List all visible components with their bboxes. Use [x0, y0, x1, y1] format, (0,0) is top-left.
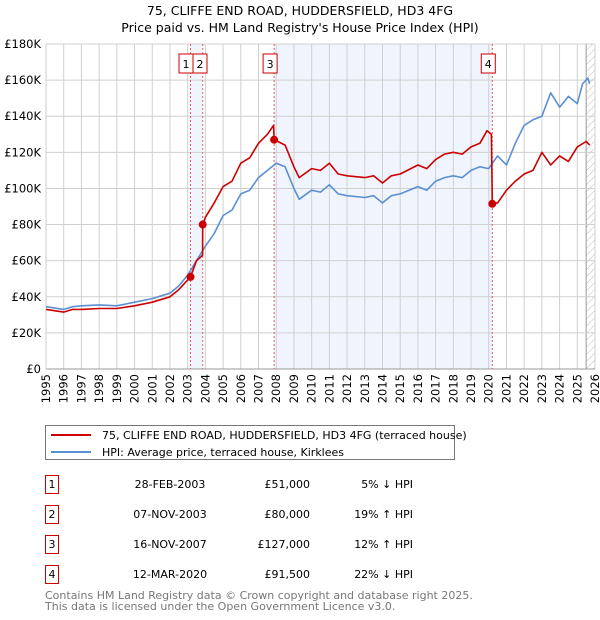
sale-point — [198, 220, 207, 229]
footer-copyright: Contains HM Land Registry data © Crown c… — [45, 589, 473, 602]
x-tick-label: 2013 — [358, 374, 372, 403]
shaded-period — [190, 44, 203, 369]
price-chart: 1995 1996 1997 1998 1999 2000 2001 2002 2003 2004… — [4, 37, 600, 403]
transaction-number: 1 — [45, 475, 59, 494]
x-tick-label: 2017 — [429, 374, 443, 403]
x-tick-label: 2010 — [305, 374, 319, 403]
x-tick-label: 2005 — [216, 374, 230, 403]
transaction-row: 2 07-NOV-2003 £80,000 19% ↑ HPI — [45, 505, 465, 525]
transaction-row: 4 12-MAR-2020 £91,500 22% ↓ HPI — [45, 565, 465, 585]
y-tick-label: £160K — [4, 73, 41, 87]
x-tick-label: 2022 — [517, 374, 531, 403]
transaction-price: £80,000 — [264, 508, 311, 521]
y-tick-label: £140K — [4, 109, 41, 123]
x-tick-label: 1999 — [110, 374, 124, 403]
transaction-date: 28-FEB-2003 — [134, 478, 206, 491]
x-tick-label: 1997 — [74, 374, 88, 403]
chart-subtitle: Price paid vs. HM Land Registry's House … — [121, 20, 479, 35]
legend-item-hpi: HPI: Average price, terraced house, Kirk… — [51, 444, 344, 460]
hpi-line — [45, 77, 591, 311]
x-tick-label: 2016 — [411, 374, 425, 403]
legend: 75, CLIFFE END ROAD, HUDDERSFIELD, HD3 4… — [45, 425, 467, 460]
x-tick-label: 2011 — [322, 374, 336, 403]
sale-point — [186, 272, 195, 281]
x-tick-label: 2015 — [393, 374, 407, 403]
transaction-row: 1 28-FEB-2003 £51,000 5% ↓ HPI — [45, 475, 465, 495]
sale-point — [270, 135, 279, 144]
transaction-date: 12-MAR-2020 — [132, 568, 208, 581]
y-tick-label: £100K — [4, 181, 41, 195]
transaction-date: 07-NOV-2003 — [133, 508, 207, 521]
sale-label-box — [480, 53, 496, 74]
legend-swatch-hpi — [51, 451, 91, 453]
x-tick-label: 2023 — [535, 374, 549, 403]
footer: Contains HM Land Registry data © Crown c… — [45, 590, 473, 612]
transaction-row: 3 16-NOV-2007 £127,000 12% ↑ HPI — [45, 535, 465, 555]
y-tick-label: £180K — [4, 37, 41, 51]
shaded-period — [274, 44, 493, 369]
x-tick-label: 2014 — [375, 374, 389, 403]
x-tick-label: 1995 — [39, 374, 53, 403]
sale-label: 4 — [485, 58, 492, 71]
x-tick-label: 2024 — [553, 374, 567, 403]
transaction-number: 4 — [45, 565, 59, 584]
legend-swatch-property — [51, 434, 91, 436]
x-tick-label: 2025 — [570, 374, 584, 403]
sale-label-box — [192, 53, 208, 74]
y-tick-label: £20K — [12, 326, 42, 340]
sale-point — [488, 199, 497, 208]
legend-label-hpi: HPI: Average price, terraced house, Kirk… — [102, 445, 345, 459]
transaction-number: 3 — [45, 535, 59, 554]
x-tick-label: 2009 — [287, 374, 301, 403]
legend-label-property: 75, CLIFFE END ROAD, HUDDERSFIELD, HD3 4… — [102, 428, 467, 442]
x-tick-label: 2021 — [499, 374, 513, 403]
x-tick-label: 2012 — [340, 374, 354, 403]
x-tick-label: 2003 — [181, 374, 195, 403]
sale-label-box — [262, 53, 278, 74]
transaction-hpi-diff: 5% ↓ HPI — [361, 478, 413, 491]
chart-title: 75, CLIFFE END ROAD, HUDDERSFIELD, HD3 4… — [146, 3, 454, 18]
x-tick-label: 2019 — [464, 374, 478, 403]
transaction-hpi-diff: 12% ↑ HPI — [354, 538, 413, 551]
transaction-date: 16-NOV-2007 — [133, 538, 207, 551]
x-tick-label: 2001 — [145, 374, 159, 403]
sale-label: 3 — [267, 58, 274, 71]
x-tick-label: 2004 — [198, 374, 212, 403]
legend-item-property: 75, CLIFFE END ROAD, HUDDERSFIELD, HD3 4… — [51, 427, 467, 443]
transaction-price: £127,000 — [257, 538, 311, 551]
y-tick-label: £60K — [12, 254, 42, 268]
x-tick-label: 2000 — [128, 374, 142, 403]
x-tick-label: 2026 — [588, 374, 600, 403]
y-tick-label: £120K — [4, 145, 41, 159]
x-tick-label: 2002 — [163, 374, 177, 403]
y-tick-label: £0 — [26, 362, 41, 376]
sale-label: 2 — [197, 58, 204, 71]
x-tick-label: 1996 — [57, 374, 71, 403]
x-tick-label: 2020 — [482, 374, 496, 403]
x-tick-label: 2007 — [252, 374, 266, 403]
transaction-price: £51,000 — [264, 478, 311, 491]
x-tick-label: 2008 — [269, 374, 283, 403]
x-tick-label: 2006 — [234, 374, 248, 403]
x-tick-label: 2018 — [446, 374, 460, 403]
transaction-price: £91,500 — [264, 568, 311, 581]
y-tick-label: £40K — [12, 290, 42, 304]
x-tick-label: 1998 — [92, 374, 106, 403]
transaction-number: 2 — [45, 505, 59, 524]
transaction-hpi-diff: 22% ↓ HPI — [354, 568, 413, 581]
footer-licence: This data is licensed under the Open Gov… — [45, 600, 396, 613]
forecast-hatch — [586, 44, 595, 369]
y-tick-label: £80K — [12, 218, 42, 232]
sale-label: 1 — [183, 58, 190, 71]
transaction-hpi-diff: 19% ↑ HPI — [354, 508, 413, 521]
